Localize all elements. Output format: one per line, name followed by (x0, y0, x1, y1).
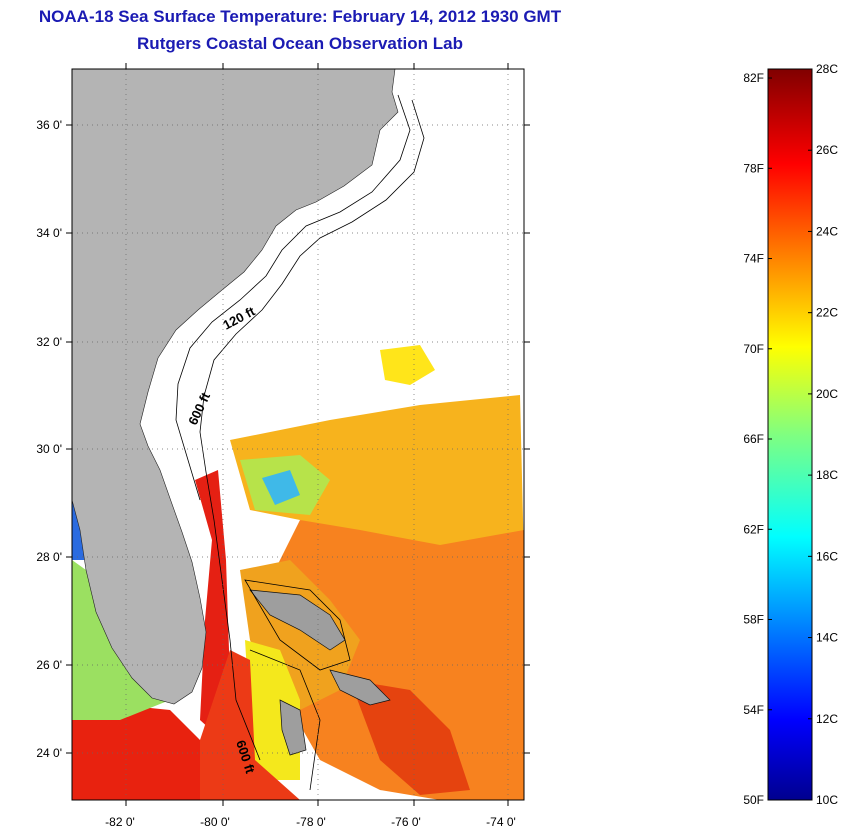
lon-label: -76 0' (391, 815, 421, 829)
depth-contours (175, 94, 425, 791)
colorbar-celsius-label: 10C (816, 793, 838, 807)
colorbar-celsius-label: 14C (816, 631, 838, 645)
lat-label: 30 0' (36, 442, 62, 456)
lat-label: 36 0' (36, 118, 62, 132)
colorbar-celsius-label: 16C (816, 549, 838, 563)
bahamas-islands (249, 589, 391, 756)
colorbar-fahrenheit-label: 74F (743, 252, 764, 266)
map-subtitle: Rutgers Coastal Ocean Observation Lab (137, 34, 463, 53)
lon-label: -82 0' (105, 815, 135, 829)
map-frame (71, 68, 525, 801)
colorbar-fahrenheit-label: 58F (743, 613, 764, 627)
lat-label: 28 0' (36, 550, 62, 564)
map-title: NOAA-18 Sea Surface Temperature: Februar… (38, 7, 562, 26)
colorbar-celsius-label: 24C (816, 224, 838, 238)
colorbar-fahrenheit-label: 62F (743, 522, 764, 536)
lat-label: 32 0' (36, 335, 62, 349)
colorbar-celsius-label: 18C (816, 468, 838, 482)
lat-label: 26 0' (36, 658, 62, 672)
map-ticks (66, 63, 530, 806)
lon-label: -78 0' (296, 815, 326, 829)
colorbar-fahrenheit-label: 78F (743, 161, 764, 175)
colorbar-fahrenheit-label: 54F (743, 703, 764, 717)
colorbar-fahrenheit-label: 70F (743, 342, 764, 356)
colorbar-fahrenheit-label: 82F (743, 71, 764, 85)
land-mass (72, 69, 399, 705)
colorbar-celsius-label: 28C (816, 62, 838, 76)
lon-label: -74 0' (486, 815, 516, 829)
graticule (72, 69, 524, 800)
colorbar (767, 68, 813, 801)
colorbar-celsius-label: 22C (816, 306, 838, 320)
colorbar-fahrenheit-label: 66F (743, 432, 764, 446)
lat-label: 34 0' (36, 226, 62, 240)
colorbar-fahrenheit-labels: 82F 78F 74F 70F 66F 62F 58F 54F 50F (743, 71, 764, 807)
lat-label: 24 0' (36, 746, 62, 760)
lon-label: -80 0' (200, 815, 230, 829)
colorbar-celsius-label: 26C (816, 143, 838, 157)
colorbar-celsius-label: 12C (816, 712, 838, 726)
colorbar-celsius-labels: 28C 26C 24C 22C 20C 18C 16C 14C 12C 10C (816, 62, 838, 807)
colorbar-ticks (768, 68, 812, 801)
colorbar-fahrenheit-label: 50F (743, 793, 764, 807)
colorbar-celsius-label: 20C (816, 387, 838, 401)
